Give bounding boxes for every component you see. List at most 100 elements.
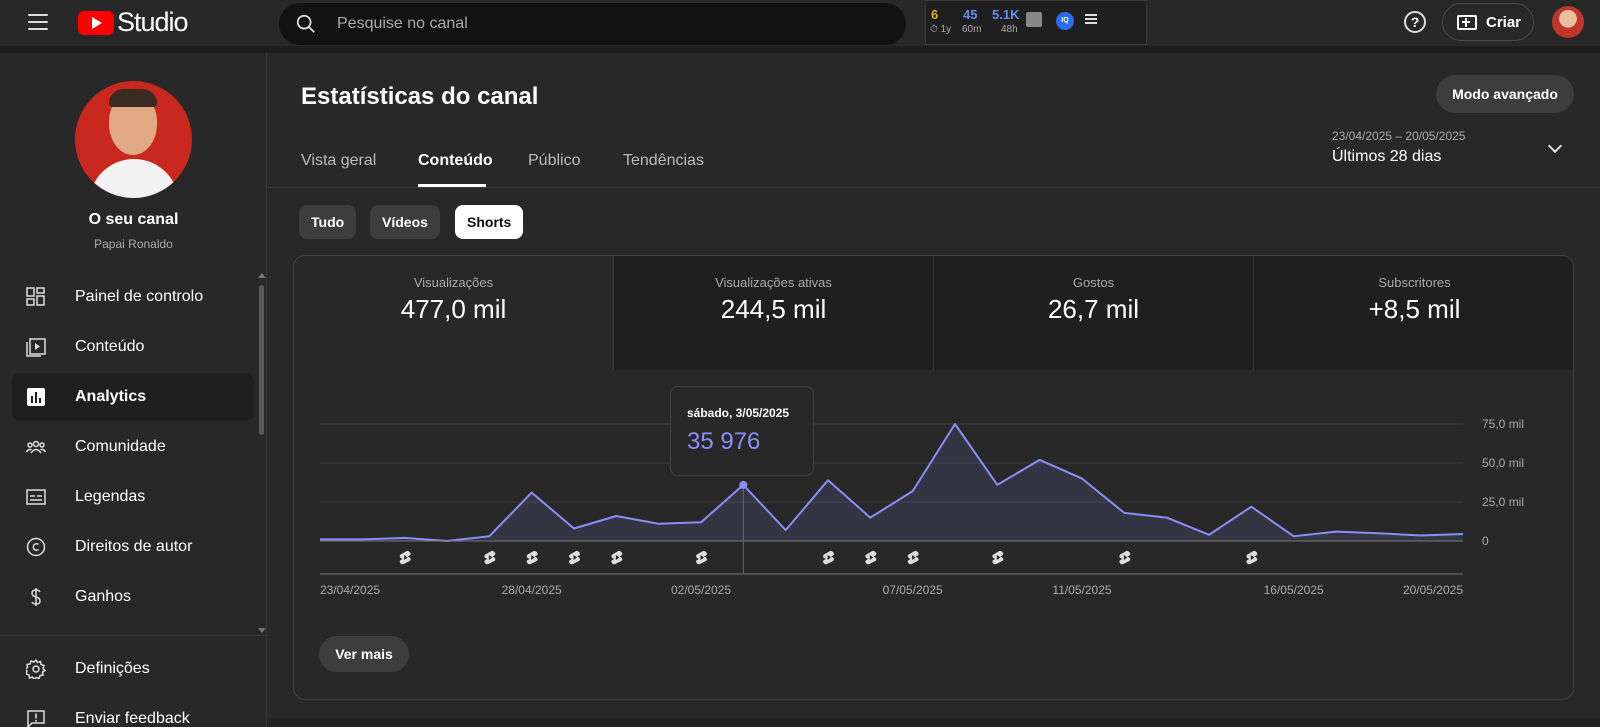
- metric-views[interactable]: Visualizações 477,0 mil: [294, 256, 614, 370]
- shorts-icon: [399, 550, 411, 565]
- ext-stat-1-sub: ⏱ 1y: [930, 24, 952, 35]
- subtitles-icon: [26, 489, 46, 505]
- shorts-icon: [865, 550, 877, 565]
- shorts-icon: [907, 550, 919, 565]
- sidebar-item-content[interactable]: Conteúdo: [12, 323, 254, 371]
- sidebar-item-earn[interactable]: Ganhos: [12, 573, 254, 621]
- ext-stat-3-sub: 48h: [1001, 24, 1018, 35]
- sidebar-item-analytics[interactable]: Analytics: [12, 373, 254, 421]
- sidebar-item-community[interactable]: Comunidade: [12, 423, 254, 471]
- channel-avatar[interactable]: [75, 81, 192, 198]
- metric-label: Subscritores: [1378, 275, 1451, 290]
- sidebar-item-label: Ganhos: [75, 588, 132, 605]
- hover-point: [739, 480, 748, 489]
- sidebar-divider: [0, 635, 266, 636]
- y-tick-label: 0: [1482, 534, 1489, 548]
- date-range-text[interactable]: 23/04/2025 – 20/05/2025: [1332, 129, 1466, 143]
- shorts-icon: [569, 550, 580, 565]
- metric-value: +8,5 mil: [1368, 294, 1461, 324]
- tab-content[interactable]: Conteúdo: [418, 152, 493, 169]
- metric-subscribers[interactable]: Subscritores +8,5 mil: [1254, 256, 1573, 370]
- tab-trends[interactable]: Tendências: [623, 152, 704, 169]
- x-tick-label: 07/05/2025: [883, 583, 943, 597]
- search-box[interactable]: [279, 3, 906, 45]
- top-bar: Studio 6 ⏱ 1y 45 60m 5.1K 48h IQ ? Criar: [0, 0, 1600, 46]
- sidebar-item-label: Conteúdo: [75, 338, 145, 355]
- filter-chip-all[interactable]: Tudo: [299, 205, 357, 239]
- see-more-button[interactable]: Ver mais: [319, 636, 409, 672]
- metric-label: Gostos: [1072, 275, 1115, 290]
- series-line: [320, 423, 1464, 542]
- ext-menu-icon[interactable]: [1085, 14, 1097, 24]
- shorts-icon: [823, 550, 834, 565]
- sidebar-item-copyright[interactable]: Direitos de autor: [12, 523, 254, 571]
- metric-label: Visualizações ativas: [715, 275, 832, 290]
- metric-value: 244,5 mil: [720, 294, 827, 324]
- community-icon: [26, 440, 46, 454]
- account-avatar[interactable]: [1552, 6, 1584, 38]
- logo-text: Studio: [117, 7, 189, 37]
- sidebar-scrollbar[interactable]: [259, 285, 264, 435]
- shorts-icon: [696, 550, 707, 565]
- series-area: [320, 424, 1463, 541]
- create-video-icon: [1457, 15, 1477, 30]
- channel-name: Papai Ronaldo: [94, 237, 173, 251]
- studio-logo[interactable]: Studio: [78, 7, 189, 38]
- channel-title: O seu canal: [88, 211, 179, 228]
- metric-likes[interactable]: Gostos 26,7 mil: [934, 256, 1254, 370]
- sidebar-item-label: Direitos de autor: [75, 538, 193, 555]
- sidebar-item-label: Comunidade: [75, 438, 166, 455]
- metric-value: 477,0 mil: [400, 294, 507, 324]
- advanced-mode-button[interactable]: Modo avançado: [1436, 75, 1574, 113]
- date-range-label[interactable]: Últimos 28 dias: [1332, 148, 1442, 165]
- filter-chip-shorts[interactable]: Shorts: [455, 205, 524, 239]
- shorts-icon: [484, 550, 496, 565]
- sidebar-item-dashboard[interactable]: Painel de controlo: [12, 273, 254, 321]
- tab-overview[interactable]: Vista geral: [301, 152, 377, 169]
- sidebar-item-label: Enviar feedback: [75, 710, 190, 727]
- sidebar-item-label: Painel de controlo: [75, 288, 204, 305]
- scroll-down-arrow[interactable]: [258, 628, 266, 633]
- views-chart[interactable]: 0 25,0 mil 50,0 mil 75,0 mil 23/04/2025 28/04…: [294, 370, 1574, 700]
- tab-audience[interactable]: Público: [528, 152, 581, 169]
- shorts-icon: [526, 550, 538, 565]
- sidebar-item-subtitles[interactable]: Legendas: [12, 473, 254, 521]
- vidiq-badge[interactable]: IQ: [1056, 12, 1074, 30]
- ext-stat-3: 5.1K: [992, 7, 1020, 22]
- tabs-divider: [268, 187, 1600, 188]
- active-tab-indicator: [418, 184, 486, 187]
- x-tick-label: 02/05/2025: [671, 583, 731, 597]
- bar-chart-icon[interactable]: [1026, 12, 1042, 27]
- vidiq-extension-bar[interactable]: 6 ⏱ 1y 45 60m 5.1K 48h IQ: [925, 0, 1147, 45]
- create-button[interactable]: Criar: [1442, 3, 1534, 41]
- chart-tooltip: sábado, 3/05/2025 35 976: [670, 386, 814, 476]
- metric-value: 26,7 mil: [1047, 294, 1140, 324]
- x-tick-label: 28/04/2025: [502, 583, 562, 597]
- header-shadow: [0, 46, 1600, 53]
- ext-stat-2-sub: 60m: [962, 24, 982, 35]
- chevron-down-icon[interactable]: [1547, 138, 1563, 154]
- earn-icon: [31, 588, 41, 606]
- shorts-icon: [992, 550, 1004, 565]
- feedback-icon: [27, 710, 45, 727]
- create-label: Criar: [1486, 14, 1522, 31]
- sidebar: O seu canal Papai Ronaldo Painel de cont…: [0, 53, 267, 727]
- copyright-icon: [26, 537, 46, 557]
- metric-label: Visualizações: [413, 275, 494, 290]
- search-input[interactable]: [337, 12, 857, 36]
- analytics-icon: [27, 388, 45, 406]
- metric-engaged-views[interactable]: Visualizações ativas 244,5 mil: [614, 256, 934, 370]
- tooltip-date: sábado, 3/05/2025: [687, 406, 790, 420]
- x-tick-label: 20/05/2025: [1403, 583, 1463, 597]
- help-icon[interactable]: ?: [1404, 11, 1426, 33]
- scroll-up-arrow[interactable]: [258, 273, 266, 278]
- analytics-card: Visualizações 477,0 mil Visualizações at…: [293, 255, 1574, 700]
- filter-chip-videos[interactable]: Vídeos: [370, 205, 440, 239]
- y-tick-label: 25,0 mil: [1482, 495, 1524, 509]
- y-tick-label: 75,0 mil: [1482, 417, 1524, 431]
- sidebar-item-settings[interactable]: Definições: [12, 645, 254, 693]
- content-icon: [26, 338, 46, 357]
- menu-icon[interactable]: [28, 14, 48, 30]
- sidebar-item-feedback[interactable]: Enviar feedback: [12, 695, 254, 727]
- dashboard-icon: [26, 287, 45, 306]
